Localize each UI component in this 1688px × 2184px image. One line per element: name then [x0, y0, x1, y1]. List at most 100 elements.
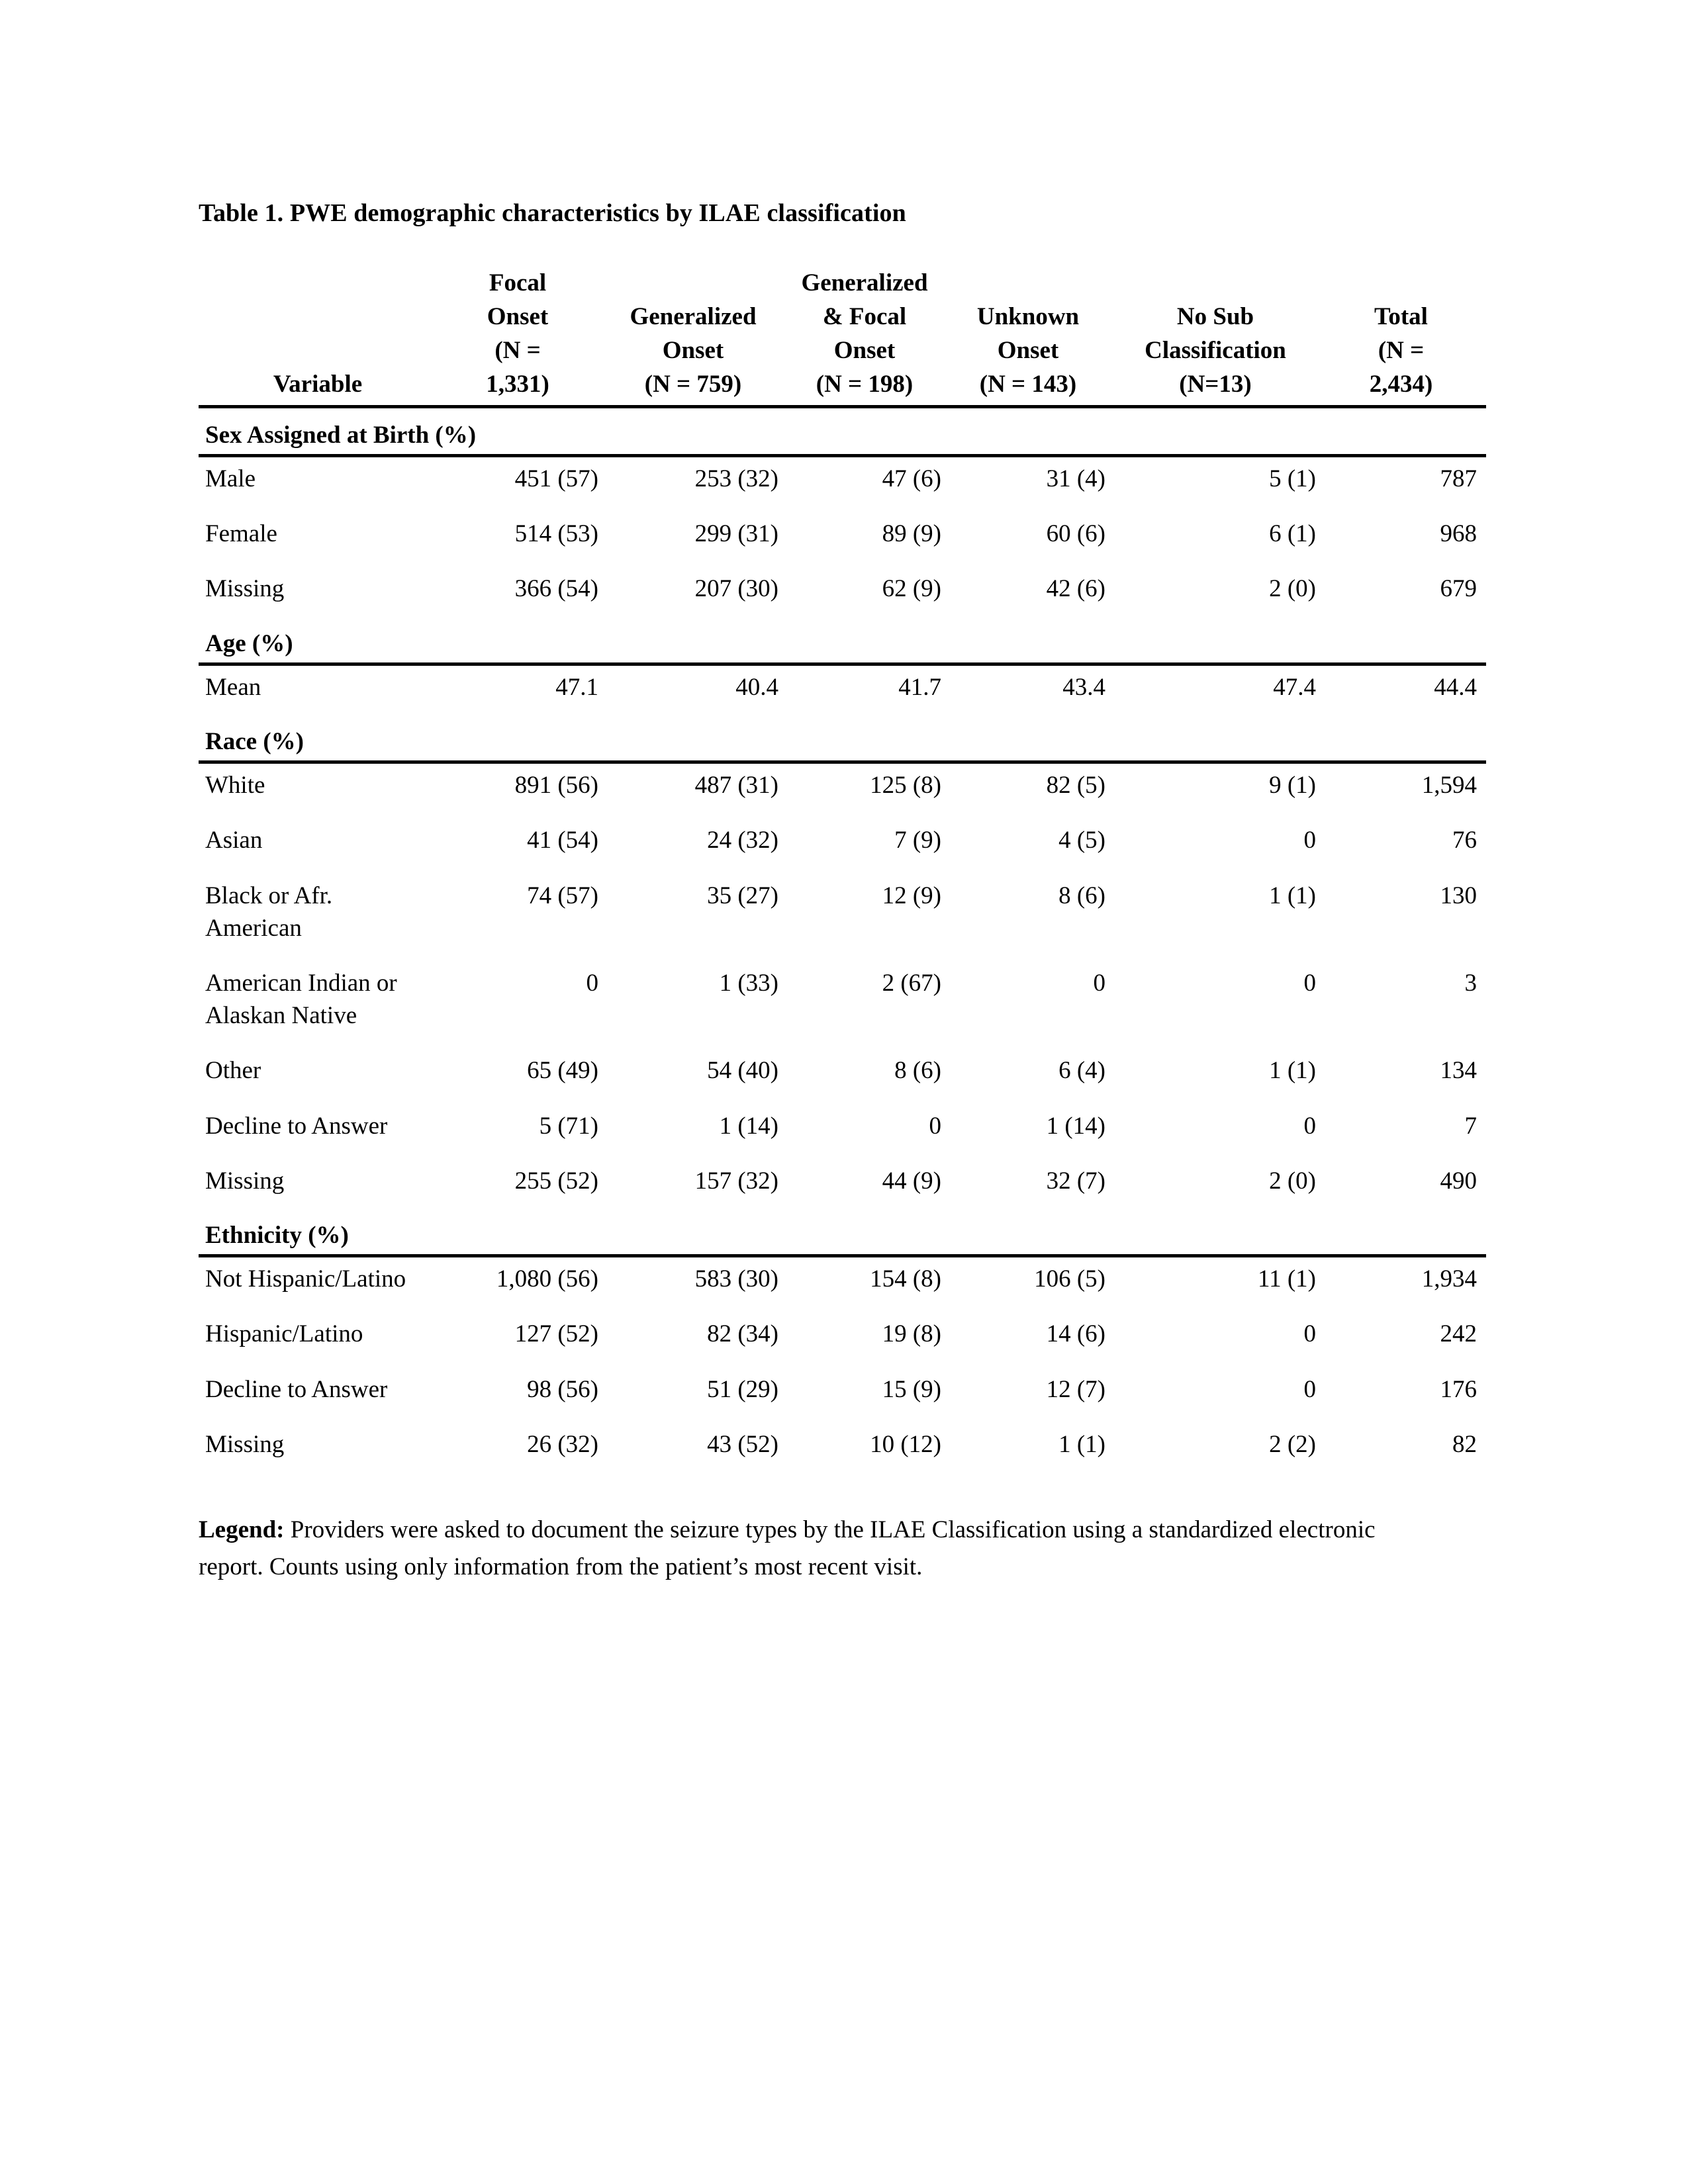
cell-focal-onset: 41 (54): [527, 827, 598, 854]
cell-generalized-onset: 157 (32): [694, 1167, 778, 1195]
column-header-generalized-onset: Generalized Onset (N = 759): [608, 265, 788, 408]
column-header-focal-onset: Focal Onset (N = 1,331): [437, 265, 608, 408]
row-label: Mean: [205, 673, 261, 701]
row-label: Decline to Answer: [205, 1375, 388, 1403]
table-row: Decline to Answer 5 (71) 1 (14) 0 1 (14) 0 7: [199, 1099, 1486, 1154]
column-header-generalized-onset-line1: Generalized: [630, 302, 757, 330]
column-header-focal-onset-line4: 1,331): [486, 370, 549, 398]
cell-total: 968: [1440, 520, 1477, 548]
table-row: Black or Afr. American 74 (57) 35 (27) 12 (…: [199, 868, 1486, 956]
cell-unknown-onset: 8 (6): [1058, 882, 1105, 909]
row-label: White: [205, 772, 265, 799]
cell-generalized-focal-onset: 15 (9): [882, 1375, 941, 1403]
column-header-no-sub-classification-line2: Classification: [1145, 336, 1286, 364]
cell-no-sub-classification: 6 (1): [1269, 520, 1316, 548]
cell-generalized-onset: 207 (30): [694, 575, 778, 603]
column-header-focal-onset-line1: Focal: [489, 269, 547, 296]
cell-generalized-focal-onset: 10 (12): [870, 1430, 941, 1458]
cell-no-sub-classification: 11 (1): [1257, 1265, 1316, 1293]
column-header-generalized-focal-onset-line2: & Focal: [822, 302, 907, 330]
cell-total: 7: [1464, 1112, 1477, 1140]
cell-focal-onset: 451 (57): [514, 465, 598, 492]
cell-generalized-onset: 35 (27): [707, 882, 778, 909]
cell-focal-onset: 514 (53): [514, 520, 598, 548]
column-header-generalized-focal-onset: Generalized & Focal Onset (N = 198): [788, 265, 951, 408]
cell-unknown-onset: 106 (5): [1034, 1265, 1105, 1293]
column-header-no-sub-classification: No Sub Classification (N=13): [1115, 265, 1325, 408]
table-row: Missing 26 (32) 43 (52) 10 (12) 1 (1) 2 (2) 82: [199, 1417, 1486, 1472]
cell-generalized-onset: 51 (29): [707, 1375, 778, 1403]
cell-unknown-onset: 1 (1): [1058, 1430, 1105, 1458]
cell-generalized-onset: 24 (32): [707, 827, 778, 854]
cell-no-sub-classification: 0: [1303, 970, 1317, 997]
cell-focal-onset: 0: [586, 970, 599, 997]
table-body: Sex Assigned at Birth (%) Male 451 (57) 253…: [199, 406, 1486, 1472]
table-row: Missing 366 (54) 207 (30) 62 (9) 42 (6) 2 (0)…: [199, 561, 1486, 616]
cell-unknown-onset: 43.4: [1062, 673, 1105, 701]
cell-unknown-onset: 32 (7): [1046, 1167, 1105, 1195]
cell-generalized-focal-onset: 0: [929, 1112, 942, 1140]
table-row: Male 451 (57) 253 (32) 47 (6) 31 (4) 5 (1) 787: [199, 455, 1486, 506]
table-legend: Legend: Providers were asked to document…: [199, 1512, 1410, 1586]
demographics-table: Variable Focal Onset (N = 1,331) General…: [199, 265, 1486, 1472]
column-header-generalized-onset-line2: Onset: [662, 336, 724, 364]
table-header: Variable Focal Onset (N = 1,331) General…: [199, 265, 1486, 408]
cell-focal-onset: 47.1: [555, 673, 598, 701]
column-header-unknown-onset: Unknown Onset (N = 143): [951, 265, 1115, 408]
column-header-generalized-onset-line3: (N = 759): [644, 370, 742, 398]
cell-generalized-focal-onset: 154 (8): [870, 1265, 941, 1293]
cell-focal-onset: 74 (57): [527, 882, 598, 909]
cell-generalized-onset: 299 (31): [694, 520, 778, 548]
cell-generalized-onset: 43 (52): [707, 1430, 778, 1458]
section-header-row-ethnicity: Ethnicity (%): [199, 1208, 1486, 1258]
cell-total: 134: [1440, 1057, 1477, 1085]
cell-focal-onset: 127 (52): [514, 1320, 598, 1348]
cell-no-sub-classification: 0: [1303, 1112, 1317, 1140]
section-heading-sex: Sex Assigned at Birth (%): [199, 406, 1486, 457]
cell-unknown-onset: 6 (4): [1058, 1057, 1105, 1085]
cell-generalized-focal-onset: 12 (9): [882, 882, 941, 909]
cell-generalized-focal-onset: 44 (9): [882, 1167, 941, 1195]
column-header-generalized-focal-onset-line3: Onset: [833, 336, 896, 364]
cell-no-sub-classification: 47.4: [1273, 673, 1316, 701]
cell-total: 490: [1440, 1167, 1477, 1195]
cell-no-sub-classification: 9 (1): [1269, 772, 1316, 799]
cell-unknown-onset: 1 (14): [1046, 1112, 1105, 1140]
column-header-no-sub-classification-line1: No Sub: [1176, 302, 1254, 330]
cell-focal-onset: 5 (71): [539, 1112, 598, 1140]
cell-unknown-onset: 42 (6): [1046, 575, 1105, 603]
cell-generalized-onset: 82 (34): [707, 1320, 778, 1348]
column-header-variable: Variable: [199, 265, 437, 408]
cell-focal-onset: 65 (49): [527, 1057, 598, 1085]
table-row: Hispanic/Latino 127 (52) 82 (34) 19 (8) 14 (…: [199, 1306, 1486, 1361]
column-header-total-line2: (N =: [1378, 336, 1425, 364]
cell-no-sub-classification: 2 (0): [1269, 575, 1316, 603]
row-label: Female: [205, 520, 277, 548]
cell-generalized-focal-onset: 41.7: [898, 673, 941, 701]
cell-focal-onset: 891 (56): [514, 772, 598, 799]
cell-total: 130: [1440, 882, 1477, 909]
page-title: Table 1. PWE demographic characteristics…: [199, 199, 906, 227]
cell-total: 787: [1440, 465, 1477, 492]
cell-unknown-onset: 12 (7): [1046, 1375, 1105, 1403]
column-header-generalized-focal-onset-line1: Generalized: [801, 269, 928, 296]
cell-no-sub-classification: 2 (2): [1269, 1430, 1316, 1458]
table-row: White 891 (56) 487 (31) 125 (8) 82 (5) 9 (1) 1…: [199, 762, 1486, 813]
cell-generalized-focal-onset: 19 (8): [882, 1320, 941, 1348]
column-header-unknown-onset-line1: Unknown: [976, 302, 1080, 330]
row-label: Black or Afr. American: [205, 882, 333, 942]
section-heading-age: Age (%): [199, 616, 1486, 666]
cell-focal-onset: 1,080 (56): [496, 1265, 598, 1293]
cell-total: 1,934: [1421, 1265, 1477, 1293]
column-header-unknown-onset-line3: (N = 143): [979, 370, 1077, 398]
table-row: Mean 47.1 40.4 41.7 43.4 47.4 44.4: [199, 664, 1486, 715]
cell-generalized-focal-onset: 125 (8): [870, 772, 941, 799]
cell-unknown-onset: 60 (6): [1046, 520, 1105, 548]
cell-unknown-onset: 31 (4): [1046, 465, 1105, 492]
legend-text: Providers were asked to document the sei…: [199, 1516, 1376, 1581]
table-row: Decline to Answer 98 (56) 51 (29) 15 (9) 12 …: [199, 1362, 1486, 1417]
cell-unknown-onset: 4 (5): [1058, 827, 1105, 854]
column-header-total: Total (N = 2,434): [1325, 265, 1486, 408]
column-header-total-line3: 2,434): [1369, 370, 1433, 398]
section-heading-ethnicity: Ethnicity (%): [199, 1208, 1486, 1258]
